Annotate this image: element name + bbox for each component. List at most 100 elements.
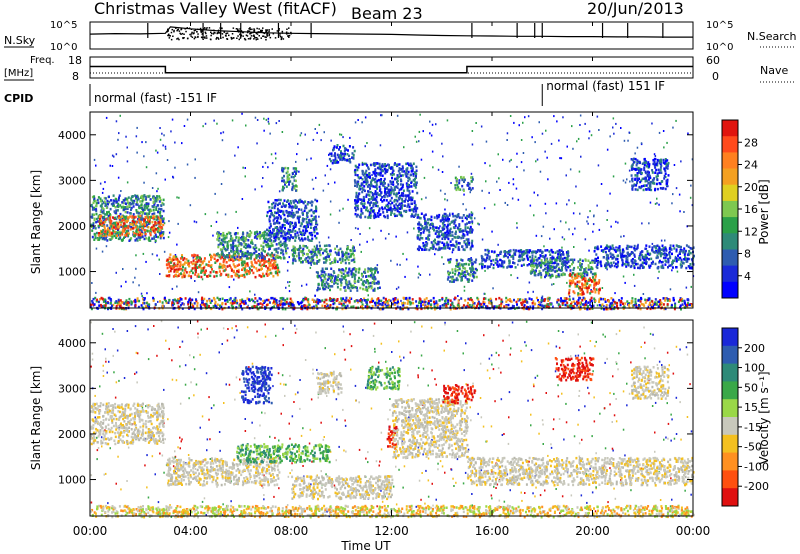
heatmap-cell (151, 220, 154, 224)
heatmap-cell (402, 189, 405, 192)
heatmap-cell (218, 231, 221, 234)
heatmap-cell (112, 201, 115, 205)
heatmap-cell (395, 195, 398, 198)
heatmap-cell (141, 217, 144, 220)
heatmap-cell (284, 227, 286, 230)
heatmap-cell (514, 266, 517, 269)
heatmap-cell (418, 272, 420, 275)
heatmap-cell (496, 180, 498, 183)
heatmap-cell (150, 209, 153, 212)
heatmap-cell (108, 227, 111, 231)
heatmap-cell (419, 233, 422, 237)
heatmap-cell (282, 186, 284, 189)
heatmap-cell (566, 145, 568, 148)
noise-dot (242, 35, 244, 37)
heatmap-cell (465, 262, 468, 266)
heatmap-cell (415, 140, 418, 143)
heatmap-cell (97, 220, 99, 223)
heatmap-cell (342, 207, 344, 210)
heatmap-cell (153, 237, 156, 240)
heatmap-cell (447, 271, 450, 274)
heatmap-cell (377, 215, 380, 218)
heatmap-cell (254, 275, 257, 279)
heatmap-cell (429, 132, 431, 135)
heatmap-cell (468, 241, 471, 245)
heatmap-cell (93, 217, 96, 221)
heatmap-cell (300, 200, 303, 203)
heatmap-cell (166, 159, 169, 161)
heatmap-cell (531, 268, 534, 271)
heatmap-cell (429, 226, 432, 230)
heatmap-cell (509, 250, 512, 253)
heatmap-cell (272, 263, 274, 266)
heatmap-cell (421, 237, 424, 240)
heatmap-cell (106, 199, 109, 203)
heatmap-cell (225, 261, 228, 264)
noise-dot (178, 38, 180, 41)
heatmap-cell (237, 239, 240, 242)
heatmap-cell (183, 257, 186, 260)
heatmap-cell (334, 247, 337, 251)
heatmap-cell (334, 260, 336, 264)
heatmap-cell (362, 195, 365, 199)
heatmap-cell (455, 278, 458, 282)
heatmap-cell (324, 174, 326, 177)
heatmap-cell (502, 255, 505, 258)
heatmap-cell (464, 223, 467, 226)
heatmap-cell (687, 132, 689, 135)
heatmap-cell (541, 132, 544, 135)
noise-dot (247, 38, 250, 40)
heatmap-cell (367, 274, 370, 278)
heatmap-cell (497, 243, 499, 246)
heatmap-cell (276, 203, 279, 207)
heatmap-cell (356, 181, 359, 184)
heatmap-cell (560, 253, 563, 256)
heatmap-cell (548, 264, 551, 267)
heatmap-cell (269, 253, 272, 257)
heatmap-cell (128, 224, 131, 228)
heatmap-cell (406, 188, 409, 191)
heatmap-cell (155, 218, 158, 221)
heatmap-cell (269, 244, 272, 248)
heatmap-cell (228, 264, 231, 267)
heatmap-cell (105, 218, 108, 221)
heatmap-cell (95, 247, 98, 250)
heatmap-cell (264, 250, 266, 253)
heatmap-cell (275, 226, 278, 229)
heatmap-cell (113, 155, 115, 158)
heatmap-cell (416, 207, 419, 210)
exp-tick-left-top: 10^5 (50, 20, 77, 31)
heatmap-cell (329, 277, 332, 280)
heatmap-cell (204, 122, 207, 125)
heatmap-cell (396, 205, 399, 208)
heatmap-cell (325, 248, 328, 251)
heatmap-cell (423, 217, 426, 220)
heatmap-cell (379, 174, 382, 177)
heatmap-cell (278, 270, 281, 274)
heatmap-cell (183, 275, 186, 278)
heatmap-cell (354, 209, 357, 212)
heatmap-cell (424, 221, 427, 225)
heatmap-cell (360, 250, 362, 253)
heatmap-cell (594, 283, 597, 287)
heatmap-cell (222, 131, 225, 134)
heatmap-cell (560, 249, 563, 252)
heatmap-cell (367, 193, 370, 196)
heatmap-cell (256, 269, 259, 273)
heatmap-cell (270, 255, 273, 258)
heatmap-cell (281, 169, 284, 173)
heatmap-cell (647, 305, 650, 308)
noise-dot (196, 31, 198, 33)
heatmap-cell (371, 268, 374, 271)
heatmap-cell (212, 234, 214, 237)
heatmap-cell (457, 236, 460, 239)
heatmap-cell (462, 203, 464, 206)
heatmap-cell (564, 260, 567, 263)
heatmap-cell (289, 225, 292, 228)
heatmap-cell (249, 245, 252, 249)
heatmap-cell (94, 208, 96, 211)
heatmap-cell (228, 258, 231, 262)
heatmap-cell (121, 217, 124, 220)
heatmap-cell (546, 269, 549, 272)
heatmap-cell (235, 274, 238, 278)
